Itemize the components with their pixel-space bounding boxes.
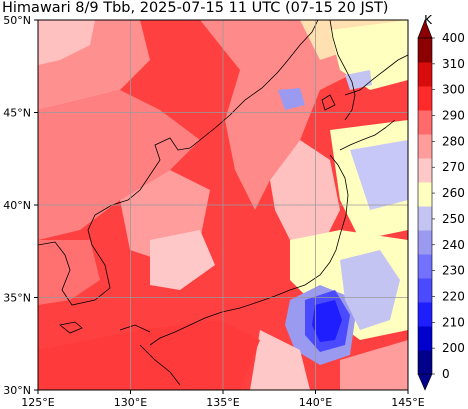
colorbar-segment xyxy=(418,38,432,63)
colorbar-tick-label: 270 xyxy=(442,160,465,174)
colorbar-frame xyxy=(417,37,433,375)
colorbar-segment xyxy=(418,254,432,279)
lat-axis: 50°N 45°N 40°N 35°N 30°N xyxy=(3,14,38,397)
coastlines xyxy=(38,20,408,386)
lon-tick-label: 125°E xyxy=(21,396,54,409)
lon-tick-label: 130°E xyxy=(114,396,147,409)
colorbar-tick-label: 300 xyxy=(442,83,465,97)
map-title: Himawari 8/9 Tbb, 2025-07-15 11 UTC (07-… xyxy=(2,0,389,16)
colorbar-segment xyxy=(418,110,432,135)
colorbar-segment xyxy=(418,134,432,159)
gridlines xyxy=(38,20,408,390)
colorbar-tick-label: 290 xyxy=(442,109,465,123)
lat-tick-label: 45°N xyxy=(3,107,31,120)
colorbar-segment xyxy=(418,230,432,255)
colorbar-tick-label: 0 xyxy=(442,367,450,381)
colorbar-segment xyxy=(418,350,432,375)
colorbar-tick-label: 400 xyxy=(442,31,465,45)
colorbar-tick-label: 240 xyxy=(442,238,465,252)
lon-axis: 125°E 130°E 135°E 140°E 145°E xyxy=(21,390,425,409)
lon-tick-label: 140°E xyxy=(299,396,332,409)
lon-tick-label: 135°E xyxy=(206,396,239,409)
colorbar-segment xyxy=(418,86,432,111)
colorbar-tick-label: 200 xyxy=(442,341,465,355)
colorbar-segment xyxy=(418,62,432,87)
lat-tick-label: 35°N xyxy=(3,292,31,305)
colorbar-tick-label: 260 xyxy=(442,186,465,200)
lon-tick-label: 145°E xyxy=(391,396,424,409)
colorbar-segment xyxy=(418,326,432,351)
colorbar-tick-label: 280 xyxy=(442,134,465,148)
colorbar-segment xyxy=(418,206,432,231)
colorbar-tick-label: 230 xyxy=(442,264,465,278)
colorbar-segment xyxy=(418,158,432,183)
colorbar-segment xyxy=(418,302,432,327)
colorbar-unit: K xyxy=(424,13,433,27)
lat-tick-label: 40°N xyxy=(3,199,31,212)
colorbar-tick-label: 250 xyxy=(442,212,465,226)
colorbar-segment xyxy=(418,182,432,207)
colorbar-extend-min xyxy=(417,373,433,391)
colorbar-tick-label: 210 xyxy=(442,315,465,329)
colorbar-tick-label: 220 xyxy=(442,289,465,303)
lat-tick-label: 30°N xyxy=(3,384,31,397)
colorbar-segment xyxy=(418,278,432,303)
colorbar-tick-label: 310 xyxy=(442,57,465,71)
colorbar: K 400 310 300 290 280 270 260 250 240 230 220 210 20… xyxy=(417,13,465,391)
colorbar-ticks: 400 310 300 290 280 270 260 250 240 230 220 210 200 0 xyxy=(432,31,465,381)
lat-tick-label: 50°N xyxy=(3,14,31,27)
colorbar-segments xyxy=(417,19,433,391)
map-panel xyxy=(38,20,408,390)
